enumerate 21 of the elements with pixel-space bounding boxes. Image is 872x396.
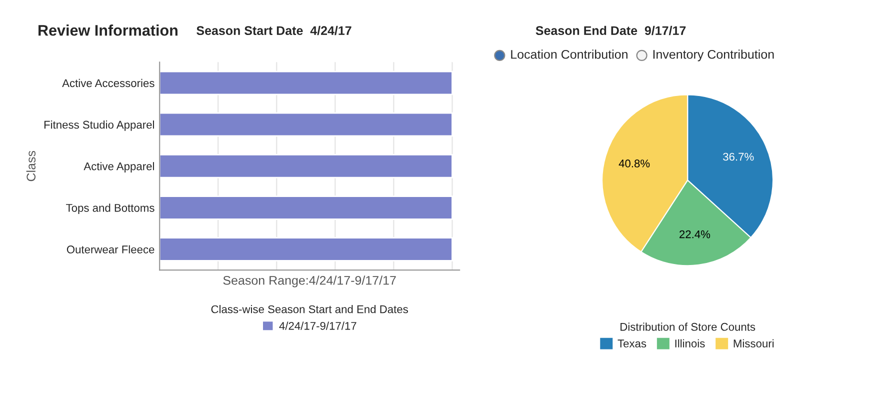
text: Season End Date 9/17/17: [536, 26, 686, 36]
y-tick-label: Active Apparel: [84, 162, 154, 172]
legend-title: Class-wise Season Start and End Dates: [211, 305, 408, 314]
text: Season Start Date 4/24/17: [196, 26, 352, 36]
y-tick-label: Tops and Bottoms: [66, 204, 154, 214]
legend-label: Texas: [618, 340, 646, 348]
legend-label: Missouri: [734, 339, 774, 348]
y-tick-label: Fitness Studio Apparel: [44, 120, 154, 131]
y-axis-title: Class: [26, 150, 36, 182]
x-axis-title: Season Range:4/24/17-9/17/17: [223, 276, 396, 288]
y-tick-label: Active Accessories: [62, 78, 154, 88]
text: Inventory Contribution: [653, 50, 774, 62]
legend-label: 4/24/17-9/17/17: [279, 322, 356, 330]
legend-label: Illinois: [675, 339, 705, 348]
data-label: 36.7%: [723, 152, 754, 161]
text: Location Contribution: [511, 50, 628, 59]
data-label: 22.4%: [680, 230, 710, 238]
legend-title: Distribution of Store Counts: [620, 322, 756, 331]
y-tick-label: Outerwear Fleece: [66, 245, 154, 254]
data-label: 40.8%: [618, 160, 650, 168]
text: Review Information: [38, 24, 178, 36]
